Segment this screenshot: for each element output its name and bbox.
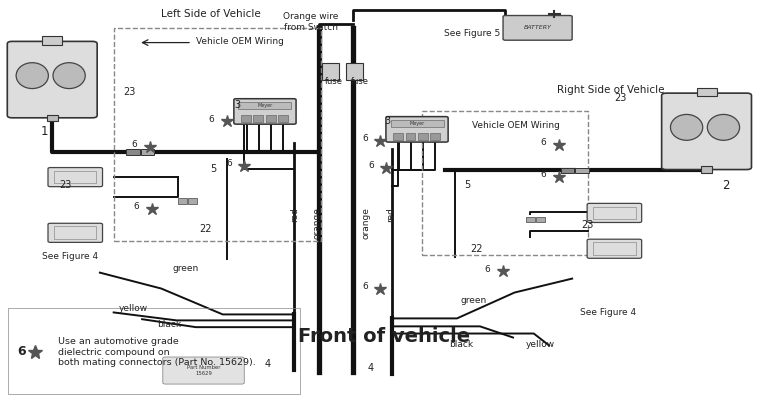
Text: green: green [173, 264, 199, 273]
Text: 6: 6 [541, 139, 547, 147]
Bar [390, 120, 443, 127]
Text: 1: 1 [41, 125, 48, 138]
Text: 23: 23 [123, 86, 135, 97]
Bar [430, 133, 440, 140]
Text: Right Side of Vehicle: Right Side of Vehicle [557, 84, 664, 95]
Text: black: black [157, 320, 181, 329]
Text: 6: 6 [226, 159, 232, 168]
Bar [241, 115, 251, 122]
Bar [594, 242, 636, 255]
Bar [697, 88, 717, 96]
Text: yellow: yellow [526, 340, 555, 349]
Bar [126, 149, 140, 155]
Bar [346, 63, 363, 80]
Text: 4: 4 [367, 363, 373, 373]
FancyBboxPatch shape [233, 99, 296, 124]
Text: Vehicle OEM Wiring: Vehicle OEM Wiring [196, 37, 283, 46]
FancyBboxPatch shape [662, 93, 751, 170]
Bar [594, 207, 636, 219]
Bar [422, 111, 588, 255]
Text: Meyer: Meyer [409, 121, 425, 126]
Bar [536, 217, 545, 222]
Text: orange: orange [362, 207, 371, 239]
Text: 6: 6 [541, 170, 547, 179]
Text: 23: 23 [59, 180, 71, 190]
Text: Part Number
15629: Part Number 15629 [187, 365, 220, 376]
Bar [418, 133, 428, 140]
Text: 23: 23 [614, 92, 627, 103]
Text: orange: orange [313, 207, 322, 239]
Bar [141, 149, 154, 155]
Bar [393, 133, 403, 140]
Ellipse shape [53, 62, 85, 89]
FancyBboxPatch shape [386, 117, 449, 142]
Text: 22: 22 [470, 244, 482, 254]
FancyBboxPatch shape [588, 239, 642, 258]
Bar [178, 198, 187, 204]
Bar [8, 308, 300, 394]
Text: Left Side of Vehicle: Left Side of Vehicle [161, 9, 261, 19]
Text: 4: 4 [264, 359, 270, 369]
Text: 6: 6 [134, 202, 140, 211]
Text: Use an automotive grade
dielectric compound on
both mating connectors (Part No. : Use an automotive grade dielectric compo… [58, 338, 255, 367]
Text: 6: 6 [368, 161, 374, 170]
Text: 6: 6 [362, 135, 368, 143]
Text: black: black [449, 340, 473, 349]
Bar [266, 115, 276, 122]
Bar [526, 217, 535, 222]
FancyBboxPatch shape [48, 168, 103, 187]
FancyBboxPatch shape [588, 203, 642, 222]
Bar [47, 115, 58, 121]
Text: 6: 6 [485, 265, 491, 273]
Text: fuse: fuse [325, 77, 343, 86]
FancyBboxPatch shape [163, 357, 244, 384]
Text: fuse: fuse [350, 77, 369, 86]
Text: 6: 6 [17, 345, 26, 357]
Text: See Figure 5: See Figure 5 [444, 29, 500, 38]
Text: 5: 5 [464, 180, 470, 190]
Text: 22: 22 [200, 224, 212, 234]
Text: Front of vehicle: Front of vehicle [298, 327, 470, 346]
Bar [54, 171, 97, 183]
Bar [575, 168, 589, 173]
Text: See Figure 4: See Figure 4 [580, 308, 636, 317]
Text: red: red [386, 207, 395, 222]
Bar [322, 63, 339, 80]
Text: yellow: yellow [119, 304, 148, 313]
Bar [253, 115, 263, 122]
Bar [42, 36, 62, 45]
Ellipse shape [16, 62, 48, 89]
Text: 3: 3 [234, 100, 240, 111]
Text: 6: 6 [131, 140, 137, 149]
Text: Orange wire
from Switch: Orange wire from Switch [283, 12, 339, 31]
Text: Vehicle OEM Wiring: Vehicle OEM Wiring [472, 121, 560, 130]
Bar [278, 115, 288, 122]
Bar [406, 133, 415, 140]
FancyBboxPatch shape [8, 41, 97, 118]
Text: BATTERY: BATTERY [524, 25, 551, 30]
Bar [114, 28, 321, 241]
Bar [188, 198, 197, 204]
Text: 3: 3 [384, 116, 390, 127]
Text: 6: 6 [362, 282, 368, 291]
Bar [701, 166, 712, 173]
Text: red: red [290, 207, 299, 222]
Text: green: green [461, 296, 487, 305]
Ellipse shape [670, 114, 703, 140]
Bar [54, 226, 97, 239]
Text: 23: 23 [581, 220, 594, 230]
Text: 5: 5 [210, 164, 217, 174]
FancyBboxPatch shape [48, 223, 103, 242]
Text: Meyer: Meyer [257, 103, 273, 108]
Bar [561, 168, 574, 173]
FancyBboxPatch shape [503, 16, 572, 40]
Text: See Figure 4: See Figure 4 [42, 252, 98, 261]
Text: 2: 2 [722, 179, 730, 191]
Text: 6: 6 [208, 115, 214, 123]
Bar [238, 102, 292, 109]
Ellipse shape [707, 114, 740, 140]
